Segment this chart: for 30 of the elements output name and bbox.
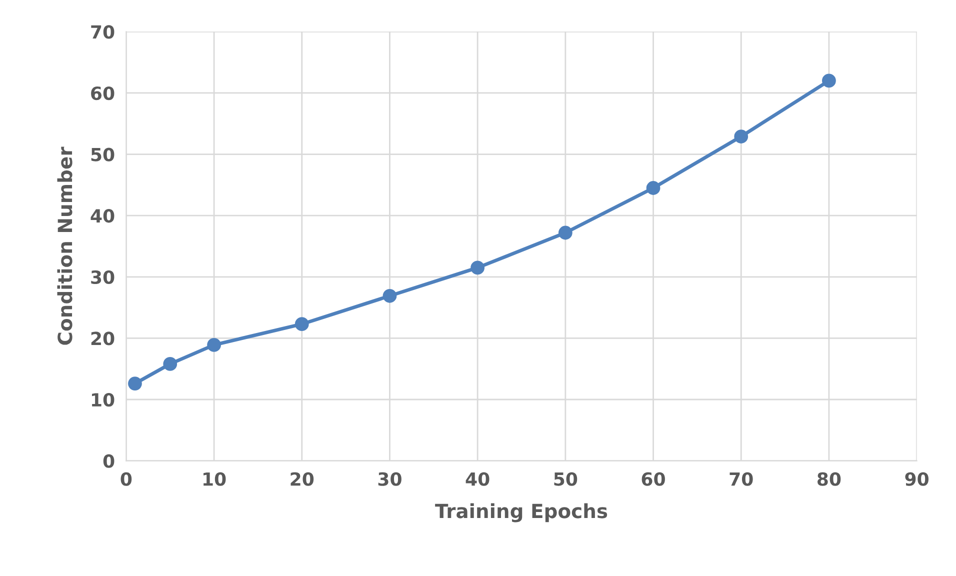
y-tick-label: 50 [91,148,114,162]
y-axis-title: Condition Number [57,146,72,345]
point [294,317,309,332]
y-tick-label: 70 [91,25,114,39]
y-tick-label: 40 [90,209,114,223]
point [382,288,397,303]
point [470,260,485,275]
x-tick-label: 20 [290,472,314,486]
x-tick-label: 70 [730,472,753,486]
x-tick-label: 30 [378,472,402,486]
x-tick-label: 60 [642,472,665,486]
y-tick-label: 60 [91,86,114,100]
x-tick-label: 40 [466,472,490,486]
x-tick-label: 90 [905,472,929,486]
y-tick-label: 0 [103,454,114,468]
point [163,356,178,371]
point [128,376,142,391]
x-axis-title: Training Epochs [435,503,608,522]
x-tick-label: 80 [818,472,841,486]
x-tick-label: 0 [120,472,132,486]
x-tick-label: 10 [204,472,226,486]
y-tick-label: 20 [91,332,114,346]
x-tick-label: 50 [554,472,578,486]
point [822,74,836,88]
point [734,130,748,144]
point [646,181,660,195]
point [558,226,572,240]
point [207,338,221,352]
y-tick-label: 10 [92,392,114,407]
y-tick-label: 30 [91,270,114,284]
